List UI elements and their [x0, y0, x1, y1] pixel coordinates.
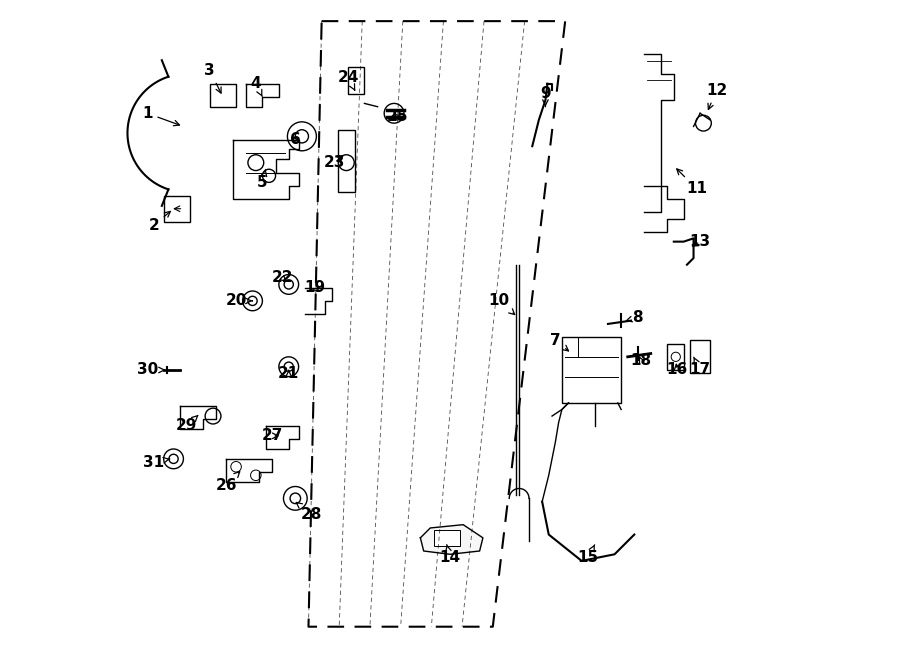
FancyBboxPatch shape [434, 530, 460, 547]
Text: 30: 30 [137, 362, 165, 377]
Circle shape [338, 155, 355, 171]
Text: 31: 31 [143, 455, 170, 470]
Text: 26: 26 [215, 472, 239, 492]
Text: 23: 23 [324, 155, 346, 170]
Circle shape [284, 362, 293, 371]
Polygon shape [420, 525, 483, 555]
Text: 10: 10 [489, 293, 515, 315]
Circle shape [279, 357, 299, 377]
Text: 27: 27 [262, 428, 283, 444]
Circle shape [671, 352, 680, 362]
Circle shape [295, 130, 309, 143]
Text: 25: 25 [387, 109, 408, 124]
Text: 1: 1 [142, 106, 179, 126]
Text: 16: 16 [667, 362, 688, 377]
Text: 18: 18 [630, 352, 652, 368]
FancyBboxPatch shape [667, 344, 684, 370]
Text: 3: 3 [204, 63, 221, 93]
FancyBboxPatch shape [338, 130, 355, 192]
Text: 21: 21 [278, 366, 300, 381]
Circle shape [290, 493, 301, 504]
Text: 17: 17 [689, 357, 711, 377]
Text: 24: 24 [338, 69, 359, 90]
Text: 4: 4 [250, 76, 262, 97]
Text: 28: 28 [296, 502, 322, 522]
FancyBboxPatch shape [348, 67, 364, 94]
Text: 20: 20 [225, 293, 252, 309]
Circle shape [248, 155, 264, 171]
Text: 11: 11 [677, 169, 707, 196]
Circle shape [279, 274, 299, 294]
FancyBboxPatch shape [164, 196, 190, 222]
Circle shape [230, 461, 241, 472]
FancyBboxPatch shape [210, 84, 236, 106]
Text: 22: 22 [272, 270, 292, 286]
Circle shape [164, 449, 184, 469]
Text: 7: 7 [550, 333, 569, 351]
Circle shape [696, 115, 711, 131]
Circle shape [284, 486, 307, 510]
Text: 9: 9 [540, 86, 551, 106]
Circle shape [384, 103, 404, 123]
Text: 19: 19 [304, 280, 326, 295]
Circle shape [248, 296, 257, 305]
Circle shape [284, 280, 293, 289]
Text: 6: 6 [290, 132, 301, 147]
Text: 15: 15 [578, 545, 599, 565]
Circle shape [287, 122, 317, 151]
FancyBboxPatch shape [562, 337, 621, 403]
Text: 2: 2 [148, 212, 170, 233]
Text: 14: 14 [439, 545, 461, 565]
Text: 8: 8 [626, 310, 643, 325]
Text: 12: 12 [706, 83, 727, 110]
Circle shape [169, 454, 178, 463]
Circle shape [205, 408, 220, 424]
Text: 5: 5 [257, 169, 267, 190]
FancyBboxPatch shape [690, 340, 710, 373]
Circle shape [250, 470, 261, 481]
Circle shape [263, 169, 275, 182]
Text: 13: 13 [689, 234, 711, 249]
Circle shape [243, 291, 263, 311]
Text: 29: 29 [176, 416, 198, 434]
